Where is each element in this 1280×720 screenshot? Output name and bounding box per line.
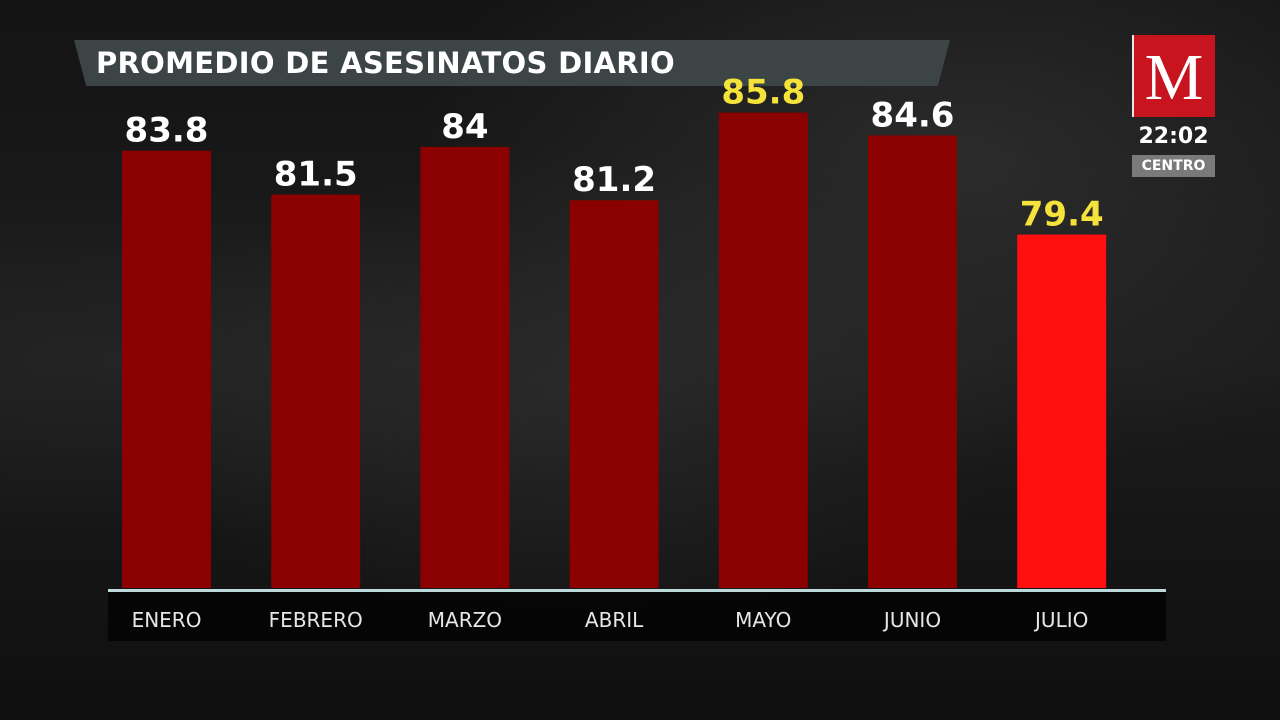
bar-junio [868, 135, 957, 588]
bar-marzo [420, 146, 510, 589]
timezone-label: CENTRO [1132, 155, 1215, 177]
clock-time: 22:02 [1138, 124, 1209, 149]
value-label-junio: 84.6 [871, 95, 955, 135]
category-label-mayo: MAYO [735, 608, 791, 632]
value-label-mayo: 85.8 [721, 73, 805, 113]
chart-title: PROMEDIO DE ASESINATOS DIARIO [96, 46, 675, 80]
milenio-logo: M [1132, 35, 1215, 117]
bar-julio [1017, 234, 1107, 588]
category-label-marzo: MARZO [428, 608, 502, 632]
x-axis-line [108, 589, 1166, 592]
value-label-febrero: 81.5 [274, 155, 358, 195]
category-label-julio: JULIO [1033, 608, 1088, 632]
bar-febrero [271, 194, 361, 589]
value-label-enero: 83.8 [125, 111, 209, 151]
category-label-enero: ENERO [132, 608, 202, 632]
value-label-marzo: 84 [441, 107, 488, 147]
category-label-abril: ABRIL [585, 608, 644, 632]
category-label-junio: JUNIO [882, 608, 941, 632]
title-banner [74, 40, 950, 86]
m-logo-icon: M [1145, 41, 1204, 114]
value-label-abril: 81.2 [572, 160, 656, 200]
bar-abril [569, 200, 659, 588]
bar-enero [122, 150, 211, 588]
logo-letter: M [1145, 41, 1204, 114]
value-label-julio: 79.4 [1020, 195, 1104, 235]
category-label-febrero: FEBRERO [269, 608, 363, 632]
x-axis-band [108, 589, 1166, 641]
bar-mayo [718, 112, 808, 588]
